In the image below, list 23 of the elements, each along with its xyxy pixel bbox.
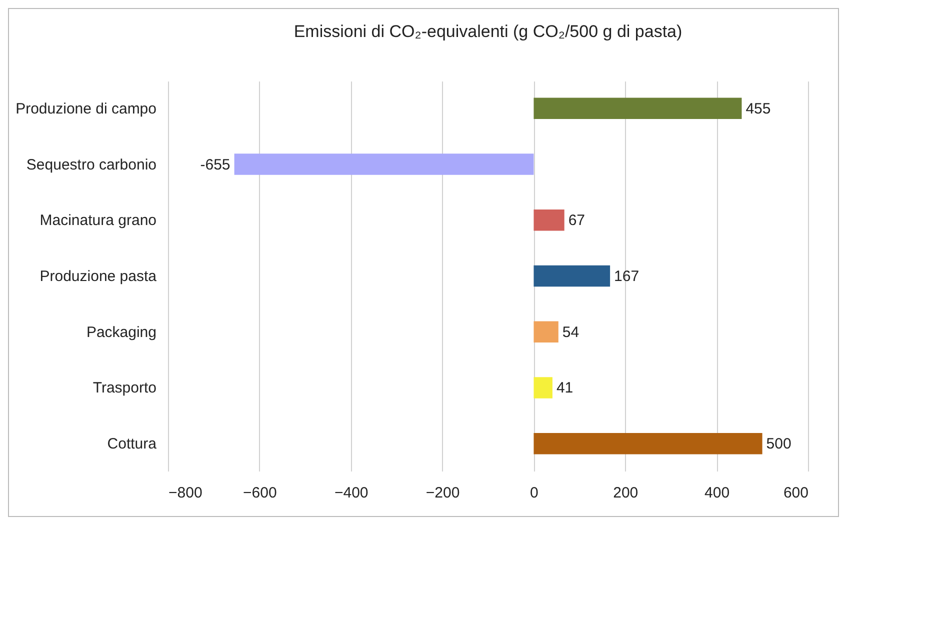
y-tick-label: Sequestro carbonio: [26, 156, 156, 174]
x-tick-label: 200: [613, 484, 638, 502]
x-tick-label: −200: [426, 484, 460, 502]
x-tick-label: 600: [783, 484, 808, 502]
data-label: 54: [562, 324, 580, 341]
x-tick-label: −800: [168, 484, 202, 502]
x-tick-label: −400: [334, 484, 368, 502]
x-tick-label: 400: [704, 484, 730, 502]
data-label: 41: [556, 380, 574, 397]
y-tick-label: Packaging: [86, 324, 156, 341]
x-tick-label: −600: [243, 484, 277, 502]
y-tick-label: Macinatura grano: [40, 212, 156, 230]
data-label: 167: [614, 268, 640, 285]
data-label: 67: [568, 212, 586, 230]
chart-title: Emissioni di CO₂-equivalenti (g CO₂/500 g di pasta): [294, 22, 682, 41]
y-tick-label: Produzione di campo: [16, 100, 156, 118]
x-tick-label: 0: [530, 484, 538, 502]
y-tick-label: Produzione pasta: [40, 268, 158, 285]
data-label: 455: [746, 100, 771, 118]
y-tick-label: Cottura: [107, 436, 158, 453]
data-label: -655: [200, 156, 230, 174]
data-label: 500: [766, 436, 792, 453]
y-tick-label: Trasporto: [92, 380, 156, 397]
